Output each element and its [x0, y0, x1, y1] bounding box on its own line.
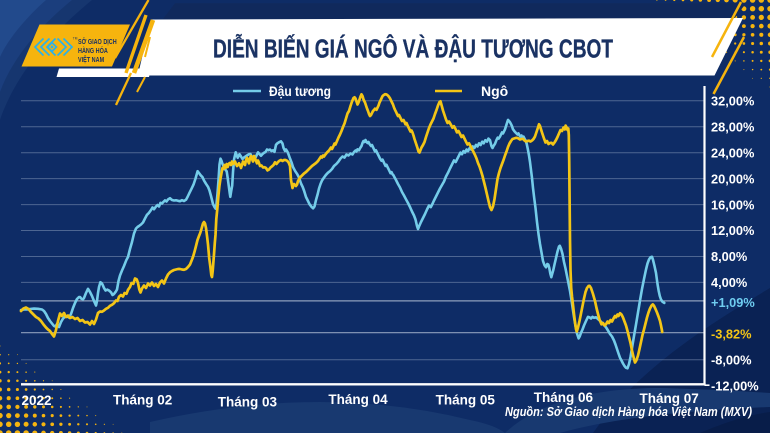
svg-text:HÀNG HÓA: HÀNG HÓA	[78, 45, 108, 55]
svg-text:28,00%: 28,00%	[711, 119, 755, 134]
svg-text:8,00%: 8,00%	[711, 249, 748, 264]
svg-text:Tháng 02: Tháng 02	[113, 393, 172, 408]
svg-text:Tháng 05: Tháng 05	[436, 393, 496, 408]
svg-text:4,00%: 4,00%	[711, 275, 748, 290]
svg-text:SỞ GIAO DỊCH: SỞ GIAO DỊCH	[78, 36, 117, 46]
svg-text:Đậu tương: Đậu tương	[269, 83, 331, 99]
svg-text:32,00%: 32,00%	[711, 94, 755, 109]
svg-text:-8,00%: -8,00%	[711, 353, 752, 368]
svg-text:20,00%: 20,00%	[711, 171, 755, 186]
svg-text:Tháng 03: Tháng 03	[218, 395, 278, 410]
svg-text:24,00%: 24,00%	[711, 145, 755, 160]
svg-text:Tháng 04: Tháng 04	[328, 392, 388, 407]
svg-text:-12,00%: -12,00%	[711, 378, 759, 393]
svg-text:TM: TM	[73, 37, 78, 41]
svg-text:Tháng 06: Tháng 06	[534, 390, 594, 405]
svg-text:Ngô: Ngô	[481, 83, 508, 99]
svg-text:2022: 2022	[21, 393, 51, 408]
svg-text:+1,09%: +1,09%	[711, 295, 755, 310]
svg-text:-3,82%: -3,82%	[711, 326, 752, 341]
svg-text:16,00%: 16,00%	[711, 197, 755, 212]
svg-text:VIỆT NAM: VIỆT NAM	[78, 54, 104, 64]
svg-text:DIỄN BIẾN GIÁ NGÔ VÀ ĐẬU TƯƠNG: DIỄN BIẾN GIÁ NGÔ VÀ ĐẬU TƯƠNG CBOT	[213, 34, 613, 64]
svg-text:Nguồn: Sở Giao dịch Hàng hóa V: Nguồn: Sở Giao dịch Hàng hóa Việt Nam (M…	[505, 404, 752, 419]
svg-text:12,00%: 12,00%	[711, 223, 755, 238]
svg-text:Tháng 07: Tháng 07	[639, 391, 698, 406]
